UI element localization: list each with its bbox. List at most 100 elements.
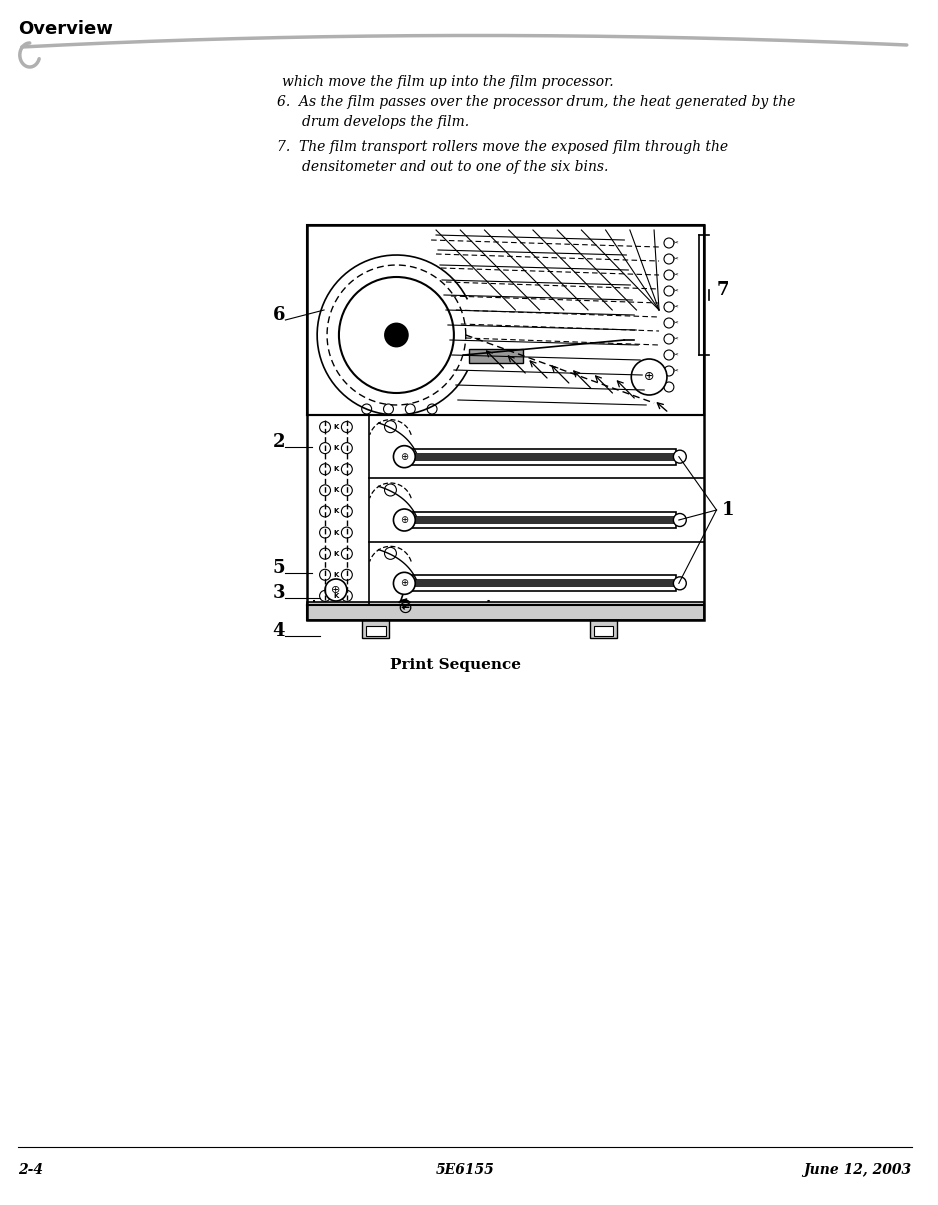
Text: K: K [333,529,339,535]
Circle shape [341,484,353,495]
Circle shape [341,442,353,453]
Circle shape [385,323,408,347]
Circle shape [664,334,673,343]
Text: 2-4: 2-4 [18,1163,43,1177]
Circle shape [664,318,673,328]
Text: 6.  As the film passes over the processor drum, the heat generated by the: 6. As the film passes over the processor… [278,95,795,108]
Text: ⊕: ⊕ [389,325,408,345]
Bar [408,580,673,587]
Bar [308,225,704,621]
Text: ✂: ✂ [673,304,679,310]
Circle shape [341,590,353,601]
Circle shape [393,572,416,594]
Circle shape [341,548,353,559]
Circle shape [385,421,397,433]
Circle shape [384,404,393,415]
Bar [469,349,523,363]
Text: 6: 6 [273,306,285,324]
Circle shape [405,404,416,415]
Text: 5E6155: 5E6155 [435,1163,494,1177]
Circle shape [664,239,673,248]
Circle shape [398,601,411,615]
Circle shape [341,506,353,517]
Text: June 12, 2003: June 12, 2003 [804,1163,912,1177]
Circle shape [673,451,687,463]
Circle shape [393,446,416,468]
Circle shape [664,270,673,280]
Text: 3: 3 [273,583,285,601]
Circle shape [673,513,687,527]
Circle shape [664,254,673,264]
Circle shape [320,506,330,517]
Bar [594,627,613,636]
Bar [308,225,704,415]
Text: densitometer and out to one of the six bins.: densitometer and out to one of the six b… [302,160,609,174]
Circle shape [325,578,347,601]
Text: ✂: ✂ [673,255,679,261]
Circle shape [320,527,330,539]
Circle shape [341,464,353,475]
Circle shape [664,302,673,312]
Text: 4: 4 [273,622,285,640]
Circle shape [393,509,416,531]
Circle shape [320,442,330,453]
Text: 7: 7 [717,281,729,299]
Text: K: K [333,466,339,472]
Circle shape [664,382,673,392]
Text: ✂: ✂ [673,352,679,358]
Text: ✂: ✂ [673,288,679,294]
Circle shape [664,286,673,296]
Circle shape [341,527,353,539]
Text: K: K [333,593,339,599]
Text: K: K [333,445,339,451]
Circle shape [320,422,330,433]
Bar [408,516,673,524]
Text: ✂: ✂ [673,272,679,278]
Text: 1: 1 [721,501,734,519]
Circle shape [664,349,673,360]
Text: ⊕: ⊕ [401,515,408,525]
FancyBboxPatch shape [314,600,489,615]
Text: ⊕: ⊕ [401,578,408,588]
Circle shape [403,606,405,609]
Circle shape [427,404,437,415]
Text: which move the film up into the film processor.: which move the film up into the film pro… [282,75,614,89]
Text: ✂: ✂ [673,368,679,374]
Circle shape [401,605,407,610]
Text: drum develops the film.: drum develops the film. [302,114,469,129]
Text: ✂: ✂ [673,240,679,246]
Circle shape [320,484,330,495]
Bar [590,621,617,637]
Bar [406,512,676,528]
Text: K: K [333,509,339,515]
Bar [362,621,389,637]
Text: K: K [333,424,339,430]
Circle shape [664,366,673,376]
Bar [406,448,676,465]
Circle shape [385,547,397,559]
Circle shape [341,422,353,433]
Text: ⊕: ⊕ [401,452,408,462]
Text: 5: 5 [273,559,285,577]
Bar [406,575,676,592]
Circle shape [362,404,371,415]
Circle shape [631,359,667,395]
Circle shape [320,548,330,559]
Bar [308,605,704,621]
Circle shape [320,569,330,581]
Bar [366,627,386,636]
Text: ⊖: ⊖ [397,599,412,617]
Text: ✂: ✂ [673,336,679,342]
Circle shape [320,590,330,601]
Text: K: K [333,572,339,577]
Bar [308,602,704,621]
Circle shape [385,484,397,496]
Circle shape [341,569,353,581]
Text: Print Sequence: Print Sequence [390,658,522,672]
Text: 7.  The film transport rollers move the exposed film through the: 7. The film transport rollers move the e… [278,140,729,154]
Bar [408,453,673,460]
Text: K: K [333,487,339,493]
Text: Overview: Overview [18,20,113,39]
Text: ⊕: ⊕ [331,584,340,595]
Text: 2: 2 [273,433,285,451]
